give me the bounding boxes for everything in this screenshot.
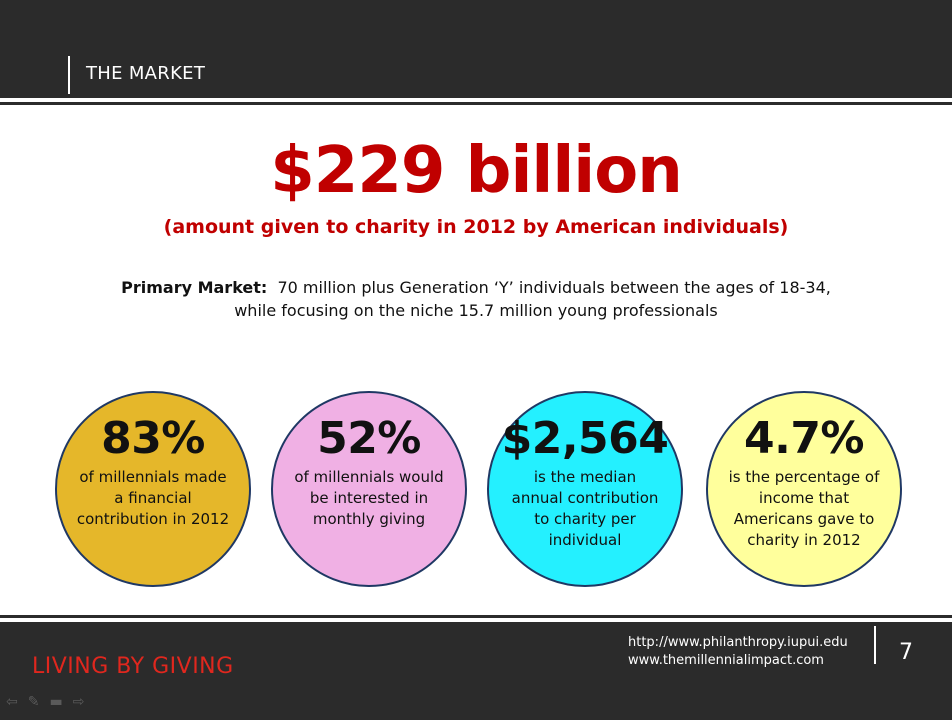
primary-market-line-1: Primary Market: 70 million plus Generati… xyxy=(0,276,952,299)
menu-icon[interactable]: ▬ xyxy=(49,694,63,710)
top-rule xyxy=(0,102,952,105)
stat-value: $2,564 xyxy=(501,413,669,464)
header-band xyxy=(0,0,952,98)
pen-icon[interactable]: ✎ xyxy=(27,694,40,710)
footer-links: http://www.philanthropy.iupui.edu www.th… xyxy=(628,634,848,670)
stat-description: is the median annual contribution to cha… xyxy=(500,467,670,551)
stat-circle-monthly-giving: 52% of millennials would be interested i… xyxy=(271,391,467,587)
stat-line: Americans gave to xyxy=(733,510,875,528)
stat-line: to charity per xyxy=(534,510,636,528)
stat-circle-median-contribution: $2,564 is the median annual contribution… xyxy=(487,391,683,587)
section-title: THE MARKET xyxy=(86,63,206,84)
stat-circle-income-percentage: 4.7% is the percentage of income that Am… xyxy=(706,391,902,587)
headline-caption: (amount given to charity in 2012 by Amer… xyxy=(163,216,789,238)
stat-line: contribution in 2012 xyxy=(76,510,230,528)
header-divider xyxy=(68,56,70,94)
slide-nav-controls: ⇦ ✎ ▬ ⇨ xyxy=(6,693,84,711)
footer-brand: LIVING BY GIVING xyxy=(32,654,234,679)
primary-market-detail: 70 million plus Generation ‘Y’ individua… xyxy=(277,278,831,297)
stat-line: income that xyxy=(758,489,850,507)
stat-description: of millennials made a financial contribu… xyxy=(68,467,238,530)
stat-value: 4.7% xyxy=(743,413,865,464)
primary-market-text: Primary Market: 70 million plus Generati… xyxy=(0,276,952,322)
forward-arrow-icon[interactable]: ⇨ xyxy=(72,694,85,710)
stat-line: be interested in xyxy=(309,489,429,507)
footer-band xyxy=(0,622,952,720)
page-number: 7 xyxy=(899,640,913,665)
back-arrow-icon[interactable]: ⇦ xyxy=(6,694,18,710)
stat-line: of millennials would xyxy=(294,468,444,486)
stat-value: 83% xyxy=(101,413,205,464)
stat-description: is the percentage of income that America… xyxy=(719,467,889,551)
stat-line: monthly giving xyxy=(312,510,426,528)
stat-value: 52% xyxy=(317,413,421,464)
stat-line: is the percentage of xyxy=(728,468,880,486)
footer-url-philanthropy[interactable]: http://www.philanthropy.iupui.edu xyxy=(628,635,848,650)
stat-description: of millennials would be interested in mo… xyxy=(284,467,454,530)
headline-amount: $229 billion xyxy=(270,134,683,208)
footer-url-millennial-impact[interactable]: www.themillennialimpact.com xyxy=(628,653,824,668)
stat-line: charity in 2012 xyxy=(747,531,861,549)
primary-market-label: Primary Market: xyxy=(121,278,268,297)
stat-line: annual contribution xyxy=(511,489,659,507)
stat-line: is the median xyxy=(533,468,637,486)
stat-circle-millennials-made: 83% of millennials made a financial cont… xyxy=(55,391,251,587)
stat-line: individual xyxy=(548,531,622,549)
footer-divider xyxy=(874,626,876,664)
bottom-rule xyxy=(0,615,952,618)
primary-market-line-2: while focusing on the niche 15.7 million… xyxy=(234,301,718,320)
stat-line: of millennials made xyxy=(79,468,227,486)
stat-line: a financial xyxy=(114,489,192,507)
